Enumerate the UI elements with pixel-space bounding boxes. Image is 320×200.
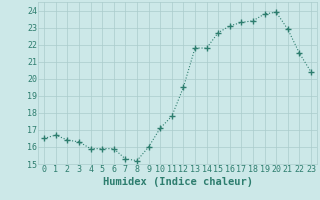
X-axis label: Humidex (Indice chaleur): Humidex (Indice chaleur) (103, 177, 252, 187)
